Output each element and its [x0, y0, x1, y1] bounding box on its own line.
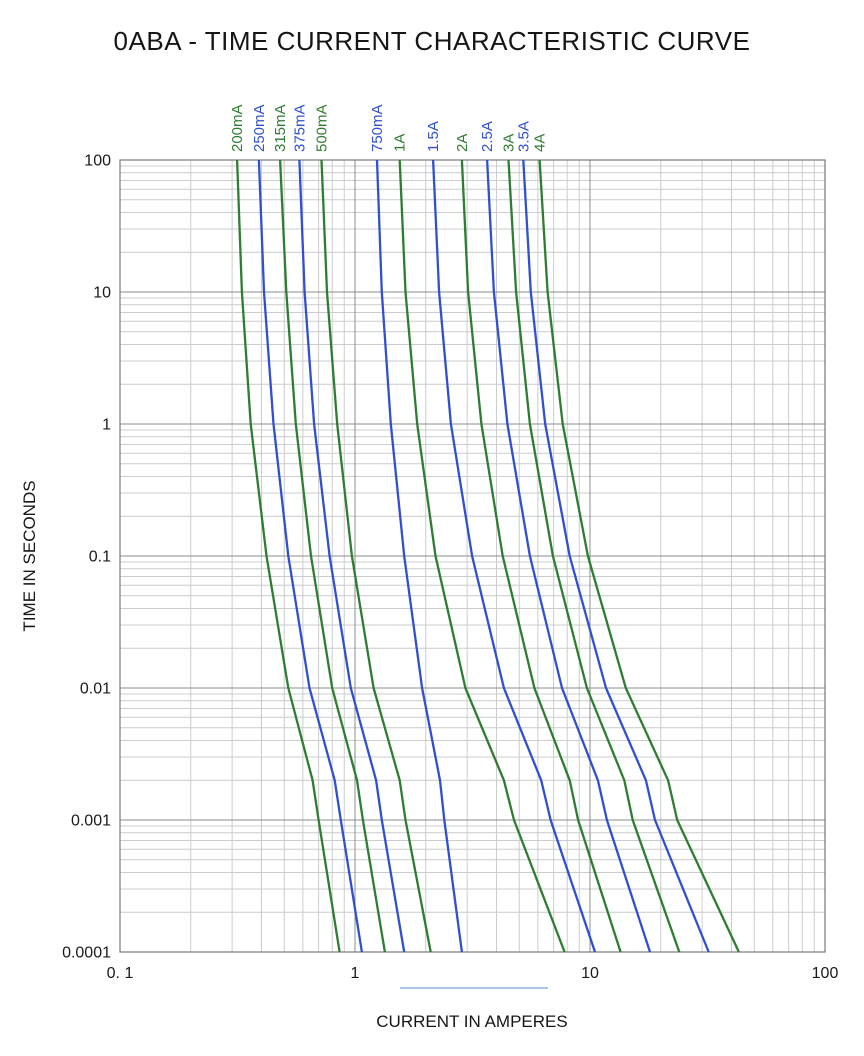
curve-label-3.5A: 3.5A — [515, 121, 532, 152]
curve-375mA — [298, 159, 406, 953]
curve-label-2.5A: 2.5A — [479, 121, 496, 152]
curve-label-4A: 4A — [532, 134, 549, 152]
curve-1A — [398, 159, 566, 953]
curve-2.5A — [485, 159, 652, 953]
curve-1.5A — [431, 159, 597, 953]
y-tick-label: 0.001 — [71, 813, 111, 830]
curve-3A — [507, 159, 681, 953]
curve-315mA — [278, 159, 387, 953]
curve-500mA — [320, 159, 432, 953]
y-tick-label: 100 — [84, 153, 111, 170]
y-tick-label: 0.0001 — [62, 945, 111, 962]
curve-4A — [538, 159, 740, 953]
curve-3.5A — [522, 159, 710, 953]
y-tick-label: 0.1 — [89, 549, 111, 566]
curve-label-500mA: 500mA — [314, 104, 331, 152]
curve-750mA — [375, 159, 464, 953]
x-tick-label: 10 — [581, 965, 599, 982]
curve-2A — [460, 159, 622, 953]
curve-200mA — [235, 159, 341, 953]
curve-label-2A: 2A — [454, 134, 471, 152]
curve-label-1A: 1A — [392, 134, 409, 152]
curve-label-315mA: 315mA — [272, 104, 289, 152]
curve-label-3A: 3A — [501, 134, 518, 152]
x-axis-title: CURRENT IN AMPERES — [376, 1012, 568, 1031]
curve-250mA — [257, 159, 364, 953]
curve-label-375mA: 375mA — [291, 104, 308, 152]
curve-label-200mA: 200mA — [229, 104, 246, 152]
x-tick-label: 0. 1 — [107, 965, 134, 982]
plot-border — [119, 159, 826, 953]
curve-label-750mA: 750mA — [369, 104, 386, 152]
chart-title: 0ABA - TIME CURRENT CHARACTERISTIC CURVE — [113, 26, 751, 56]
curve-label-250mA: 250mA — [251, 104, 268, 152]
x-tick-label: 1 — [351, 965, 360, 982]
y-tick-label: 0.01 — [80, 681, 111, 698]
y-tick-label: 10 — [93, 285, 111, 302]
curve-label-1.5A: 1.5A — [425, 121, 442, 152]
x-tick-label: 100 — [812, 965, 839, 982]
y-tick-label: 1 — [102, 417, 111, 434]
